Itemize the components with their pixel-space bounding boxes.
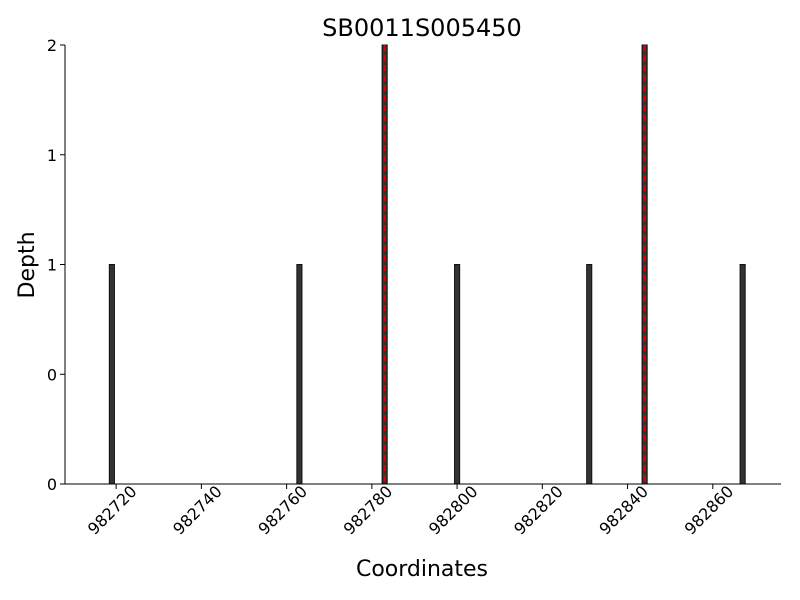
bar xyxy=(454,264,461,485)
x-tick-label: 982740 xyxy=(169,482,226,539)
y-tick-label: 2 xyxy=(47,36,57,55)
bar xyxy=(296,264,303,485)
x-tick-label: 982760 xyxy=(254,482,311,539)
y-tick-label: 1 xyxy=(47,146,57,165)
bar xyxy=(586,264,593,485)
x-tick-label: 982720 xyxy=(84,482,141,539)
y-tick-label: 0 xyxy=(47,365,57,384)
x-tick-label: 982840 xyxy=(595,482,652,539)
bar xyxy=(739,264,746,485)
y-tick-label: 0 xyxy=(47,475,57,494)
x-axis-label: Coordinates xyxy=(356,557,488,582)
y-axis-label: Depth xyxy=(15,231,40,298)
x-tick-label: 982800 xyxy=(425,482,482,539)
x-tick-label: 982860 xyxy=(681,482,738,539)
bar xyxy=(108,264,115,485)
chart-title: SB0011S005450 xyxy=(322,14,522,42)
x-tick-label: 982820 xyxy=(510,482,567,539)
y-tick-label: 1 xyxy=(47,256,57,275)
x-tick-label: 982780 xyxy=(340,482,397,539)
